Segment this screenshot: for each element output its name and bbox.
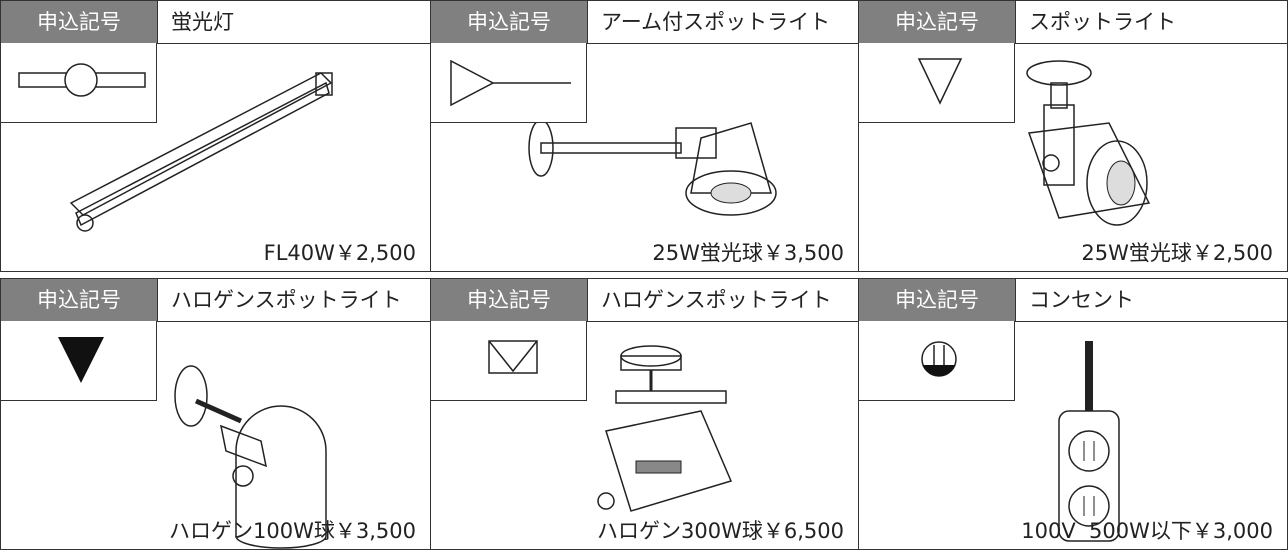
product-illustration <box>859 43 1287 275</box>
product-name: ハロゲンスポットライト <box>171 288 402 312</box>
symbol-box <box>1 321 157 401</box>
symbol-box <box>859 43 1015 123</box>
code-label: 申込記号 <box>431 279 588 321</box>
price: 25W蛍光球￥3,500 <box>652 241 844 265</box>
symbol-box <box>431 321 587 401</box>
cell-header: 申込記号 コンセント <box>859 279 1287 322</box>
symbol <box>921 341 957 377</box>
product-illustration <box>1 321 430 553</box>
illustration-drawing <box>1058 341 1120 542</box>
price: FL40W￥2,500 <box>263 241 416 265</box>
product-cell: 申込記号 蛍光灯 FL40W￥2,500 <box>0 0 431 272</box>
product-illustration <box>431 321 858 553</box>
cell-header: 申込記号 蛍光灯 <box>1 1 430 44</box>
cell-header: 申込記号 ハロゲンスポットライト <box>1 279 430 322</box>
product-illustration <box>1 43 430 275</box>
symbol <box>18 63 146 97</box>
symbol-box <box>431 43 587 123</box>
cell-header: 申込記号 ハロゲンスポットライト <box>431 279 858 322</box>
illustration-drawing <box>528 119 777 216</box>
product-cell: 申込記号 スポットライト 25W蛍光球￥2,500 <box>858 0 1288 272</box>
code-label: 申込記号 <box>1 1 158 43</box>
code-label: 申込記号 <box>1 279 158 321</box>
product-cell: 申込記号 ハロゲンスポットライトハロゲン300W球￥6,500 <box>430 278 859 550</box>
product-name: 蛍光灯 <box>171 10 234 34</box>
cell-header: 申込記号 スポットライト <box>859 1 1287 44</box>
product-cell: 申込記号 アーム付スポットライト 25W蛍光球￥3,500 <box>430 0 859 272</box>
product-name: コンセント <box>1029 288 1134 312</box>
illustration-drawing <box>174 365 327 549</box>
product-name: ハロゲンスポットライト <box>601 288 832 312</box>
product-illustration <box>431 43 858 275</box>
symbol-box <box>1 43 157 123</box>
price: 25W蛍光球￥2,500 <box>1081 241 1273 265</box>
product-illustration <box>859 321 1287 553</box>
illustration-drawing <box>69 72 333 232</box>
symbol <box>488 340 538 374</box>
product-cell: 申込記号 コンセント 100V 500W以下￥3,000 <box>858 278 1288 550</box>
cell-header: 申込記号 アーム付スポットライト <box>431 1 858 44</box>
code-label: 申込記号 <box>431 1 588 43</box>
symbol <box>917 58 963 105</box>
symbol <box>58 337 104 383</box>
price: 100V 500W以下￥3,000 <box>1021 519 1273 543</box>
price: ハロゲン100W球￥3,500 <box>169 519 416 543</box>
illustration-drawing <box>597 345 733 512</box>
product-name: スポットライト <box>1029 10 1176 34</box>
code-label: 申込記号 <box>859 279 1016 321</box>
symbol-box <box>859 321 1015 401</box>
product-cell: 申込記号 ハロゲンスポットライト ハロゲン100W球￥3,500 <box>0 278 431 550</box>
code-label: 申込記号 <box>859 1 1016 43</box>
symbol <box>450 59 571 107</box>
product-name: アーム付スポットライト <box>601 10 831 34</box>
illustration-drawing <box>1026 60 1151 226</box>
price: ハロゲン300W球￥6,500 <box>597 519 844 543</box>
